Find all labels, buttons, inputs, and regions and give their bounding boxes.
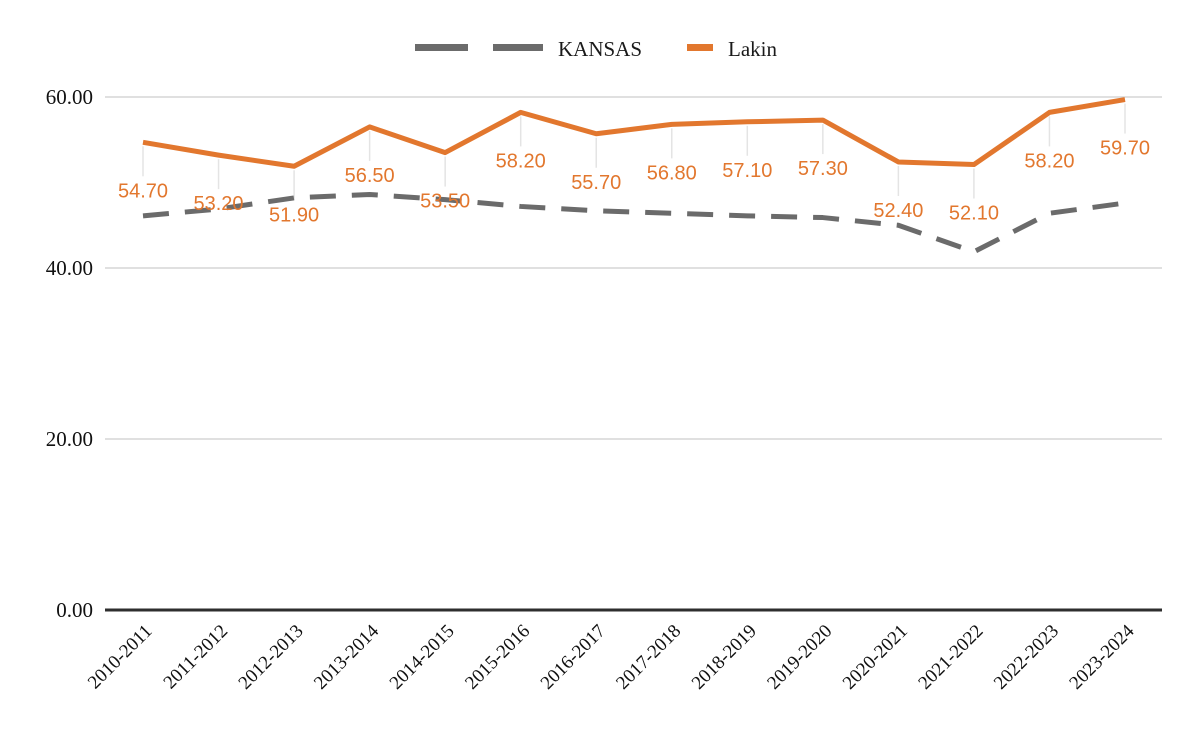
data-label: 53.50 bbox=[420, 191, 470, 213]
legend-label-lakin: Lakin bbox=[728, 37, 777, 61]
y-tick-label: 0.00 bbox=[56, 598, 93, 622]
x-tick-label: 2017-2018 bbox=[612, 621, 685, 694]
data-label: 53.20 bbox=[194, 193, 244, 215]
x-tick-label: 2022-2023 bbox=[990, 621, 1063, 694]
x-tick-label: 2019-2020 bbox=[763, 621, 836, 694]
x-tick-label: 2020-2021 bbox=[839, 621, 912, 694]
data-label: 54.70 bbox=[118, 180, 168, 202]
data-label: 58.20 bbox=[496, 150, 546, 172]
data-label: 56.50 bbox=[345, 165, 395, 187]
legend-item-kansas[interactable]: KANSAS bbox=[415, 37, 642, 61]
data-label: 58.20 bbox=[1024, 150, 1074, 172]
data-label: 59.70 bbox=[1100, 138, 1150, 160]
data-label: 57.10 bbox=[722, 160, 772, 182]
series-line-lakin bbox=[142, 97, 1126, 169]
x-tick-label: 2021-2022 bbox=[914, 621, 987, 694]
y-tick-label: 20.00 bbox=[46, 427, 93, 451]
x-tick-label: 2018-2019 bbox=[688, 621, 761, 694]
kansas-dash-swatch-icon bbox=[415, 44, 468, 51]
data-label: 56.80 bbox=[647, 162, 697, 184]
chart-legend: KANSAS Lakin bbox=[415, 37, 777, 61]
x-tick-label: 2016-2017 bbox=[537, 621, 610, 694]
data-label: 52.10 bbox=[949, 203, 999, 225]
y-tick-label: 40.00 bbox=[46, 256, 93, 280]
x-tick-label: 2011-2012 bbox=[160, 621, 233, 694]
y-tick-label: 60.00 bbox=[46, 85, 93, 109]
legend-item-lakin[interactable]: Lakin bbox=[687, 37, 777, 61]
x-tick-label: 2014-2015 bbox=[386, 621, 459, 694]
data-label: 51.90 bbox=[269, 204, 319, 226]
data-label: 55.70 bbox=[571, 172, 621, 194]
data-label: 52.40 bbox=[873, 200, 923, 222]
x-tick-label: 2013-2014 bbox=[310, 620, 383, 693]
x-tick-label: 2010-2011 bbox=[84, 621, 157, 694]
x-tick-label: 2012-2013 bbox=[235, 621, 308, 694]
lakin-line-swatch-icon bbox=[687, 44, 713, 51]
data-label: 57.30 bbox=[798, 158, 848, 180]
legend-label-kansas: KANSAS bbox=[558, 37, 642, 61]
x-tick-label: 2015-2016 bbox=[461, 621, 534, 694]
x-tick-label: 2023-2024 bbox=[1065, 620, 1138, 693]
kansas-dash-swatch-icon bbox=[493, 44, 543, 51]
